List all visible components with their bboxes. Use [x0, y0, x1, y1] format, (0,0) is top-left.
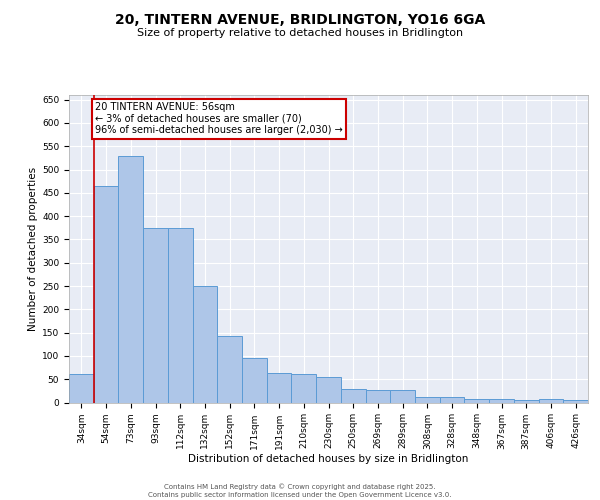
Bar — [489, 399, 514, 402]
Text: 20, TINTERN AVENUE, BRIDLINGTON, YO16 6GA: 20, TINTERN AVENUE, BRIDLINGTON, YO16 6G… — [115, 12, 485, 26]
Bar — [316, 377, 341, 402]
Bar — [464, 399, 489, 402]
Text: 20 TINTERN AVENUE: 56sqm
← 3% of detached houses are smaller (70)
96% of semi-de: 20 TINTERN AVENUE: 56sqm ← 3% of detache… — [95, 102, 343, 135]
Bar — [415, 398, 440, 402]
Bar — [94, 186, 118, 402]
Bar — [193, 286, 217, 403]
Bar — [539, 399, 563, 402]
Y-axis label: Number of detached properties: Number of detached properties — [28, 166, 38, 331]
Text: Size of property relative to detached houses in Bridlington: Size of property relative to detached ho… — [137, 28, 463, 38]
Bar — [118, 156, 143, 402]
Bar — [390, 390, 415, 402]
X-axis label: Distribution of detached houses by size in Bridlington: Distribution of detached houses by size … — [188, 454, 469, 464]
Bar — [242, 358, 267, 403]
Bar — [69, 374, 94, 402]
Bar — [168, 228, 193, 402]
Bar — [292, 374, 316, 402]
Bar — [514, 400, 539, 402]
Bar — [563, 400, 588, 402]
Bar — [365, 390, 390, 402]
Text: Contains HM Land Registry data © Crown copyright and database right 2025.
Contai: Contains HM Land Registry data © Crown c… — [148, 484, 452, 498]
Bar — [440, 398, 464, 402]
Bar — [267, 373, 292, 402]
Bar — [143, 228, 168, 402]
Bar — [341, 390, 365, 402]
Bar — [217, 336, 242, 402]
